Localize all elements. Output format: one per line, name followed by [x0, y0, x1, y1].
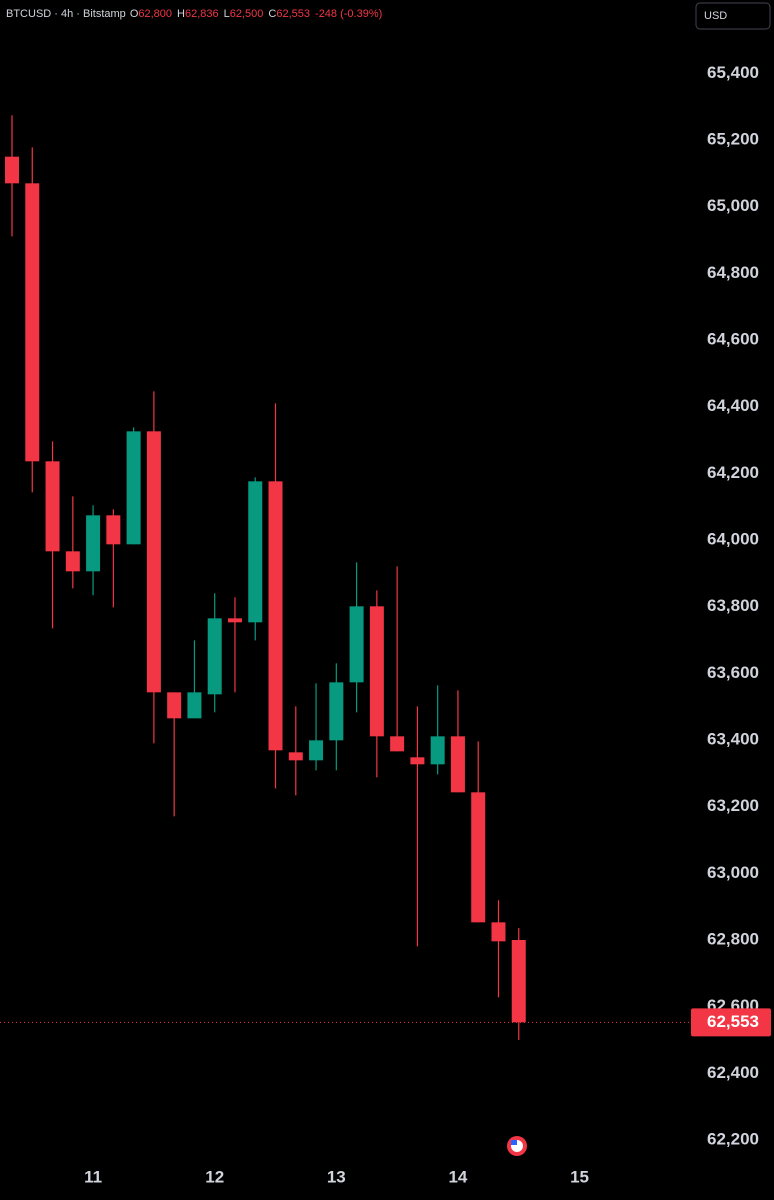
ohlc-value: 62,836 [185, 8, 219, 20]
candle-body [511, 940, 526, 1023]
y-tick-label: 63,000 [707, 863, 759, 882]
last-price-tag [691, 1008, 771, 1037]
y-tick-label: 63,200 [707, 796, 759, 815]
symbol: BTCUSD · 4h · Bitstamp [6, 8, 126, 20]
y-tick-label: 63,800 [707, 596, 759, 615]
candle-body [126, 431, 141, 545]
y-tick-label: 62,400 [707, 1063, 759, 1082]
y-tick-label: 65,200 [707, 129, 759, 148]
y-tick-label: 64,400 [707, 396, 759, 415]
y-tick-label: 64,600 [707, 329, 759, 348]
y-tick-label: 63,400 [707, 729, 759, 748]
currency-button[interactable] [695, 2, 771, 30]
x-tick-label: 12 [205, 1167, 224, 1186]
candle-body [187, 692, 202, 719]
ohlc-label: L [224, 8, 230, 20]
candle-body [86, 515, 101, 572]
candle-body [369, 606, 384, 737]
change: -248 (-0.39%) [315, 8, 382, 20]
candle-body [450, 736, 465, 793]
currency[interactable]: USD [704, 10, 727, 22]
ohlc-label: H [177, 8, 185, 20]
candle-body [65, 551, 80, 572]
candle-body [5, 156, 19, 184]
candle-body [207, 618, 222, 695]
y-tick-label: 64,000 [707, 529, 759, 548]
y-tick-label: 62,800 [707, 929, 759, 948]
candle-body [167, 692, 182, 719]
y-tick-label: 65,400 [707, 63, 759, 82]
x-tick-label: 11 [84, 1167, 102, 1186]
y-tick-label: 62,200 [707, 1129, 759, 1148]
candle-body [430, 736, 445, 765]
last-price-label: 62,553 [707, 1012, 759, 1031]
y-tick-label: 64,200 [707, 463, 759, 482]
x-tick-label: 15 [570, 1167, 589, 1186]
ohlc-value: 62,500 [230, 8, 264, 20]
candle-body [268, 481, 283, 751]
ohlc-label: C [268, 8, 276, 20]
ohlc-label: O [130, 8, 139, 20]
candle-body [491, 922, 506, 942]
candle-body [309, 740, 324, 761]
candle-body [410, 757, 425, 765]
x-tick-label: 14 [448, 1167, 467, 1186]
y-tick-label: 63,600 [707, 663, 759, 682]
flag-icon [507, 1136, 527, 1156]
candle-body [349, 606, 364, 683]
ohlc-value: 62,800 [138, 8, 172, 20]
candle-body [390, 736, 405, 752]
candle-body [471, 792, 486, 923]
candle-body [288, 752, 303, 761]
candle-body [227, 618, 242, 623]
header: BTCUSD · 4h · Bitstamp O 62,800 H 62,836 L 62… [6, 8, 382, 20]
ohlc-value: 62,553 [276, 8, 310, 20]
candle-body [329, 682, 344, 741]
candle-body [248, 481, 263, 623]
candle-body [25, 183, 40, 462]
y-tick-label: 65,000 [707, 196, 759, 215]
candle-body [146, 431, 161, 693]
candle-body [45, 461, 60, 552]
y-tick-label: 64,800 [707, 263, 759, 282]
x-tick-label: 13 [327, 1167, 346, 1186]
candle-body [106, 515, 121, 545]
